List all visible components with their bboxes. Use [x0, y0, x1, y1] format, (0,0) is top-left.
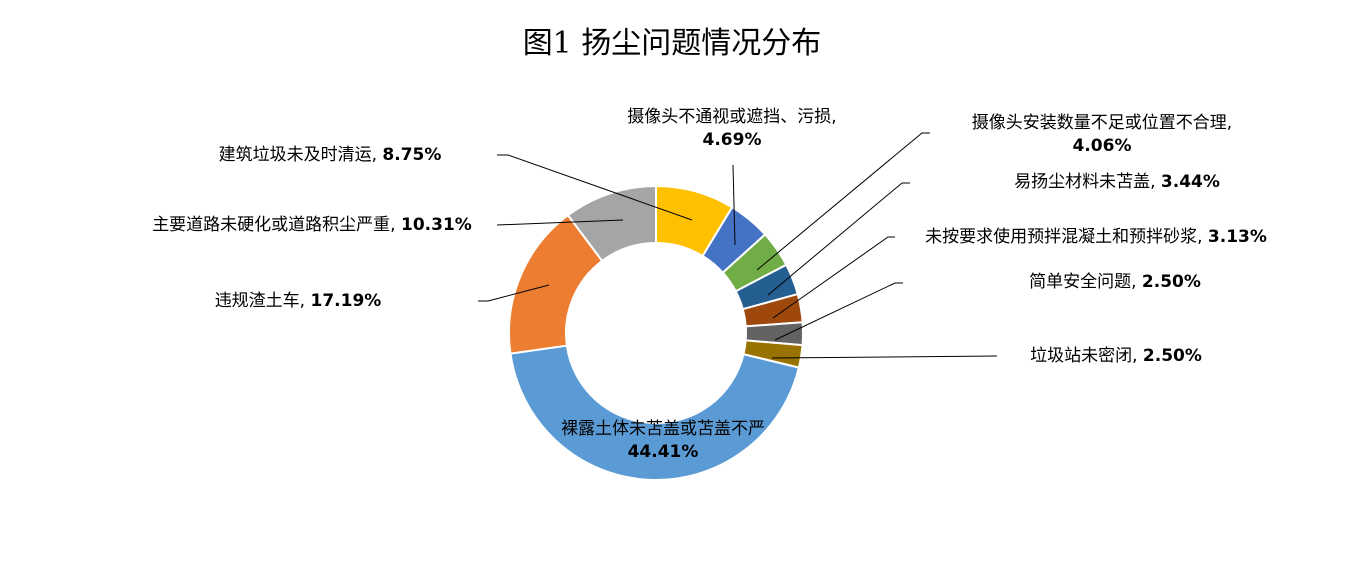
- leader-line: [774, 282, 903, 341]
- leader-line: [732, 164, 736, 246]
- label-value: 2.50%: [1143, 346, 1202, 366]
- data-label: 简单安全问题, 2.50%: [1029, 272, 1201, 292]
- leader-line: [496, 219, 624, 226]
- data-label: 易扬尘材料未苫盖, 3.44%: [1014, 172, 1220, 192]
- label-name: 简单安全问题,: [1029, 272, 1136, 292]
- label-name: 垃圾站未密闭,: [1030, 346, 1137, 366]
- data-label: 摄像头不通视或遮挡、污损, 4.69%: [627, 107, 836, 150]
- label: 垃圾站未密闭, 2.50%: [1030, 346, 1202, 366]
- label-value: 3.13%: [1208, 227, 1267, 247]
- label-value: 8.75%: [382, 145, 441, 165]
- label-name: 主要道路未硬化或道路积尘严重,: [152, 215, 395, 235]
- donut-slice: [566, 184, 657, 263]
- label-value: 44.41%: [628, 442, 699, 462]
- label-value: 4.06%: [1073, 136, 1132, 156]
- data-label: 建筑垃圾未及时清运, 8.75%: [219, 145, 442, 165]
- label-name: 摄像头安装数量不足或位置不合理,: [972, 113, 1232, 133]
- label: 违规渣土车, 17.19%: [215, 291, 382, 311]
- label-value: 10.31%: [401, 215, 472, 235]
- leader-line: [772, 236, 895, 319]
- label: 简单安全问题, 2.50%: [1029, 272, 1201, 292]
- label-name: 裸露土体未苫盖或苫盖不严: [561, 419, 765, 439]
- leader-line: [767, 182, 910, 296]
- label: 未按要求使用预拌混凝土和预拌砂浆, 3.13%: [925, 226, 1267, 247]
- label-value: 17.19%: [311, 291, 382, 311]
- data-label: 主要道路未硬化或道路积尘严重, 10.31%: [152, 215, 472, 235]
- leader-line: [478, 284, 550, 302]
- label-name: 易扬尘材料未苫盖,: [1014, 172, 1155, 192]
- data-label: 垃圾站未密闭, 2.50%: [1030, 346, 1202, 366]
- leader-line: [771, 355, 998, 359]
- data-label: 未按要求使用预拌混凝土和预拌砂浆, 3.13%: [925, 226, 1267, 247]
- label-value: 4.69%: [703, 130, 762, 150]
- label: 建筑垃圾未及时清运, 8.75%: [219, 145, 442, 165]
- label-name: 摄像头不通视或遮挡、污损,: [627, 107, 836, 127]
- label: 易扬尘材料未苫盖, 3.44%: [1014, 172, 1220, 192]
- donut-slice: [509, 344, 801, 481]
- data-label: 违规渣土车, 17.19%: [215, 291, 382, 311]
- label-value: 3.44%: [1161, 172, 1220, 192]
- data-label: 裸露土体未苫盖或苫盖不严 44.41%: [561, 419, 765, 462]
- data-label: 摄像头安装数量不足或位置不合理, 4.06%: [972, 113, 1232, 156]
- label-value: 2.50%: [1142, 272, 1201, 292]
- label-name: 建筑垃圾未及时清运,: [219, 145, 377, 165]
- label-name: 未按要求使用预拌混凝土和预拌砂浆,: [925, 226, 1202, 247]
- label: 主要道路未硬化或道路积尘严重, 10.31%: [152, 215, 472, 235]
- chart-title: 图1 扬尘问题情况分布: [523, 26, 822, 61]
- label-name: 违规渣土车,: [215, 291, 305, 311]
- leader-line: [497, 154, 693, 221]
- leader-line: [756, 132, 930, 271]
